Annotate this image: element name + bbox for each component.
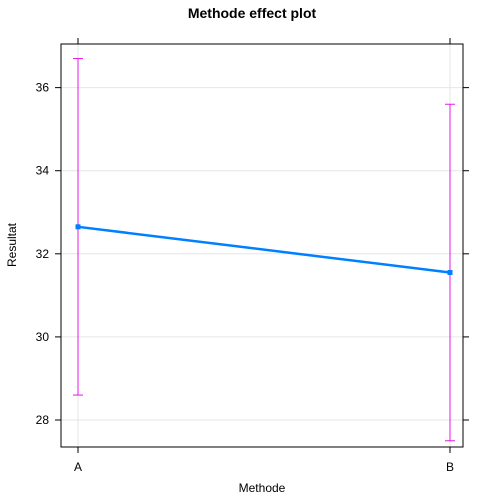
y-tick-label: 36 bbox=[36, 81, 50, 95]
series-line bbox=[77, 225, 451, 274]
x-tick-label: B bbox=[446, 460, 454, 474]
x-axis-label: Methode bbox=[239, 481, 286, 495]
y-tick-label: 34 bbox=[36, 164, 50, 178]
data-point bbox=[75, 224, 81, 230]
y-tick-label: 30 bbox=[36, 330, 50, 344]
y-axis: 28 30 32 34 36 bbox=[36, 81, 469, 427]
chart-title: Methode effect plot bbox=[188, 5, 317, 21]
grid-lines bbox=[61, 44, 463, 447]
data-point bbox=[447, 270, 453, 276]
series-line-group bbox=[75, 224, 453, 276]
y-axis-label: Resultat bbox=[5, 222, 19, 267]
y-tick-label: 32 bbox=[36, 247, 50, 261]
y-tick-label: 28 bbox=[36, 413, 50, 427]
x-tick-label: A bbox=[74, 460, 82, 474]
plot-frame bbox=[60, 43, 464, 448]
